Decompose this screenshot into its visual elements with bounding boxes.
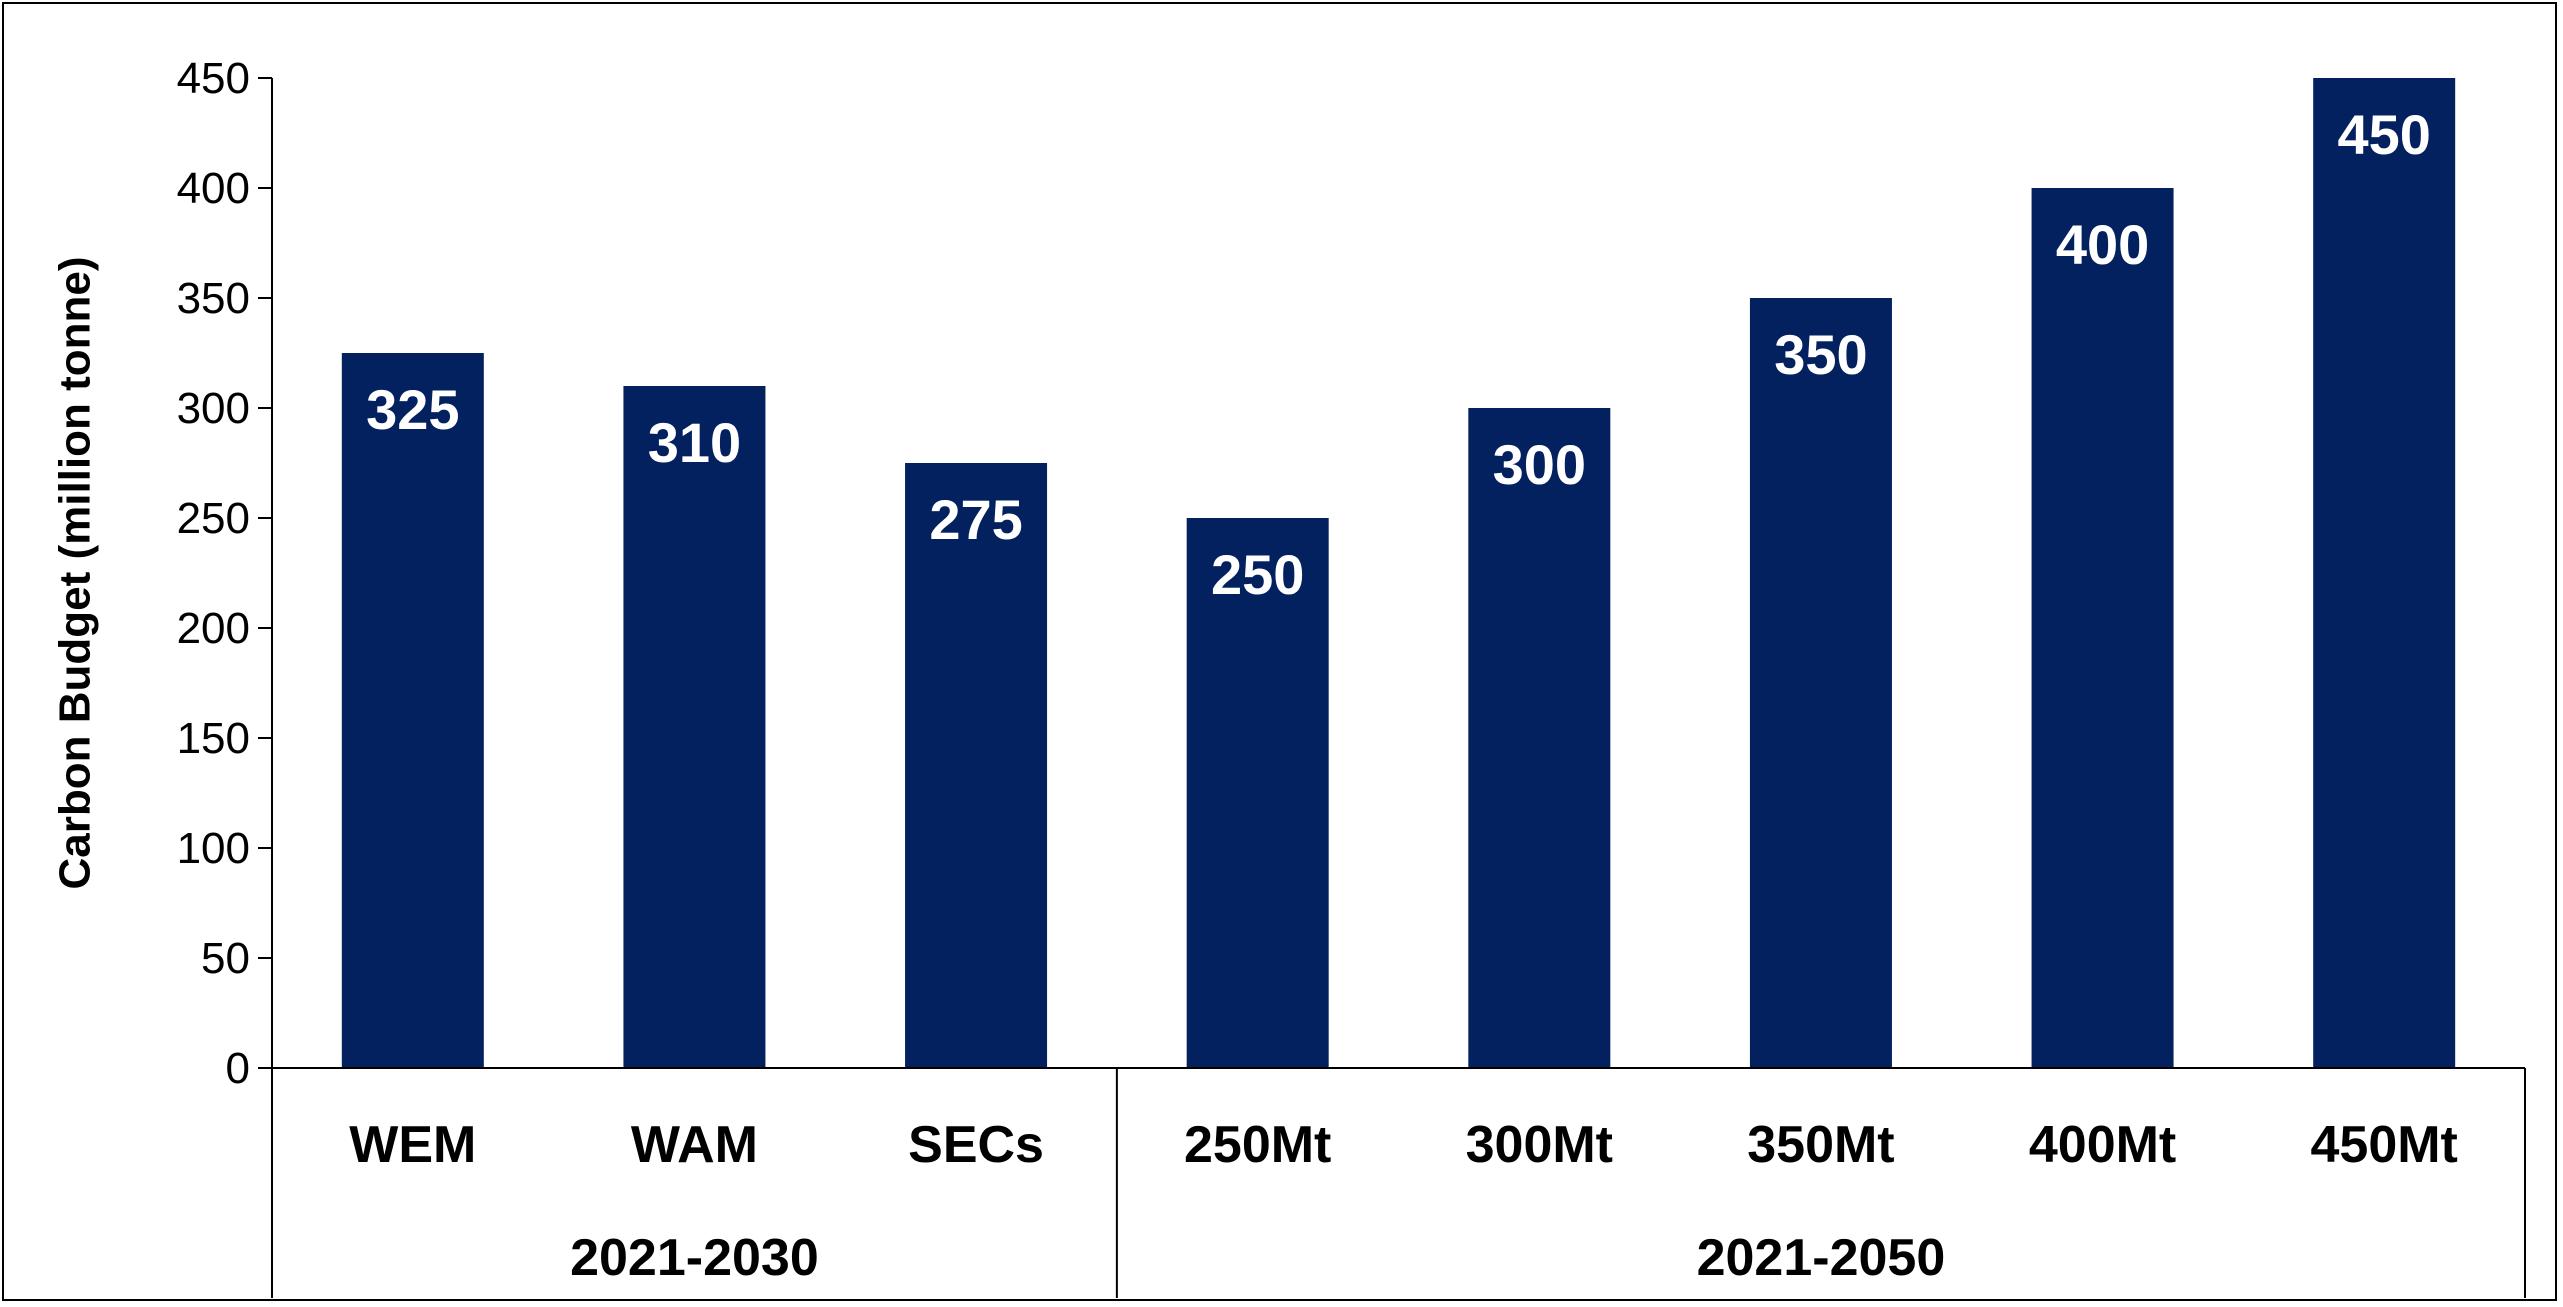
y-tick-label: 250 [177,494,250,543]
bars: 325 310 275 250 300 350 400 450 [341,78,2456,1068]
x-category-label: WEM [349,1116,476,1174]
y-tick-label: 150 [177,714,250,763]
y-axis-title: Carbon Budget (million tonne) [51,256,100,889]
y-tick-label: 400 [177,164,250,213]
x-group-label: 2021-2030 [570,1229,819,1287]
y-axis: 0 50 100 150 200 250 300 350 400 450 [177,54,273,1093]
y-tick-label: 50 [201,934,250,983]
bar [2313,78,2456,1068]
x-category-label: 350Mt [1747,1116,1894,1174]
y-tick-label: 200 [177,604,250,653]
y-tick-label: 300 [177,384,250,433]
bar-data-label: 325 [366,378,459,441]
x-category-label: 250Mt [1184,1116,1331,1174]
bar [1468,408,1611,1068]
bar-data-label: 350 [1774,323,1867,386]
x-category-label: 400Mt [2029,1116,2176,1174]
x-axis: WEM WAM SECs 250Mt 300Mt 350Mt 400Mt 450Mt 2021-… [271,1067,2526,1298]
y-tick-label: 450 [177,54,250,103]
bar [623,386,766,1068]
x-category-label: WAM [631,1116,758,1174]
bar [1749,298,1892,1068]
x-category-label: SECs [908,1116,1044,1174]
bar-data-label: 310 [648,411,741,474]
y-tick-label: 350 [177,274,250,323]
y-tick-label: 0 [226,1044,250,1093]
bar [341,353,484,1068]
bar-data-label: 300 [1493,433,1586,496]
bar-data-label: 450 [2337,103,2430,166]
x-category-label: 300Mt [1466,1116,1613,1174]
bar-data-label: 400 [2056,213,2149,276]
bar-data-label: 250 [1211,543,1304,606]
bar-data-label: 275 [929,488,1022,551]
bar [1186,518,1329,1068]
x-category-label: 450Mt [2310,1116,2457,1174]
bar [905,463,1048,1068]
x-group-label: 2021-2050 [1697,1229,1946,1287]
bar [2031,188,2174,1068]
y-tick-label: 100 [177,824,250,873]
